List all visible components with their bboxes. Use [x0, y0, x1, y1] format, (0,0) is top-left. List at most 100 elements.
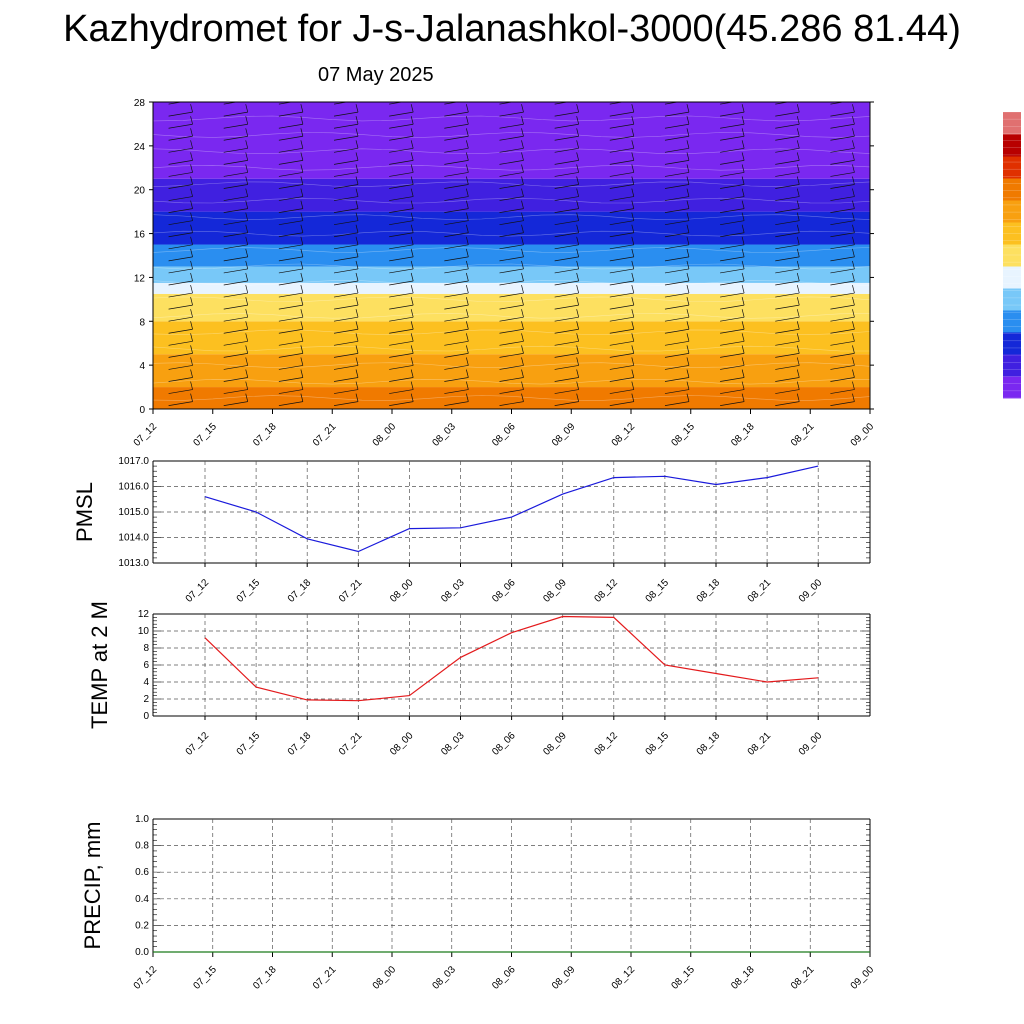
- wind-barb-staff: [609, 147, 634, 153]
- wind-barb-flag: [522, 92, 524, 100]
- wind-barb-staff: [333, 232, 359, 238]
- wind-barb-flag: [796, 224, 800, 233]
- wind-barb-staff: [720, 316, 745, 322]
- wind-barb-staff: [223, 172, 248, 177]
- wind-barb: [554, 212, 579, 226]
- wind-barb-staff: [775, 268, 800, 274]
- wind-barb: [333, 140, 359, 153]
- wind-barb: [499, 357, 524, 370]
- wind-barb: [389, 152, 414, 165]
- wind-barb-staff: [609, 389, 634, 394]
- wind-barb-flag: [576, 248, 579, 257]
- wind-barb-staff: [830, 135, 855, 141]
- wind-barb-staff: [444, 316, 469, 322]
- contour-line: [153, 345, 870, 352]
- wind-barb-flag: [246, 92, 248, 100]
- wind-barb-flag: [300, 164, 304, 173]
- wind-barb-staff: [499, 316, 524, 322]
- wind-barb-staff: [499, 208, 524, 213]
- wind-barb: [389, 248, 414, 262]
- wind-barb-flag: [355, 393, 359, 402]
- wind-barb-staff: [720, 184, 745, 189]
- y-tick-label: 28: [134, 98, 146, 109]
- wind-barb-flag: [631, 200, 635, 209]
- wind-barb-flag: [190, 116, 193, 125]
- wind-barb-staff: [664, 365, 690, 370]
- wind-barb-staff: [389, 111, 414, 117]
- wind-barb: [278, 104, 304, 117]
- wind-barb-staff: [389, 304, 414, 310]
- wind-barb: [775, 357, 800, 370]
- wind-barb: [168, 128, 193, 141]
- y-tick-label: 24: [134, 142, 146, 153]
- wind-barb: [554, 321, 579, 334]
- wind-barb-flag: [245, 104, 249, 113]
- wind-barb-staff: [609, 232, 634, 238]
- wind-barb-flag: [852, 92, 854, 100]
- wind-barb-staff: [554, 232, 579, 238]
- wind-barb-flag: [796, 200, 800, 209]
- wind-barb: [830, 200, 855, 213]
- wind-barb-staff: [720, 135, 745, 141]
- wind-barb: [278, 272, 304, 286]
- wind-barb-flag: [521, 248, 524, 257]
- wind-barb: [499, 224, 524, 238]
- wind-barb-flag: [852, 188, 855, 197]
- wind-barb-flag: [741, 260, 745, 270]
- wind-barb-flag: [300, 188, 304, 197]
- wind-barb-flag: [521, 309, 524, 318]
- wind-barb-staff: [609, 123, 634, 129]
- colorbar-segment: [1003, 266, 1021, 289]
- wind-barb-staff: [554, 304, 579, 310]
- y-tick-label: 0: [139, 405, 145, 416]
- wind-barb: [609, 248, 635, 262]
- wind-barb-staff: [830, 377, 855, 382]
- x-tick-label: 08_03: [439, 730, 467, 758]
- wind-barb-staff: [168, 147, 193, 153]
- wind-barb-staff: [720, 389, 745, 394]
- wind-barb-flag: [190, 104, 193, 113]
- wind-barb-staff: [554, 328, 579, 334]
- wind-barb-flag: [300, 321, 304, 330]
- wind-barb-staff: [444, 340, 469, 346]
- wind-barb: [223, 200, 249, 213]
- wind-barb-staff: [223, 340, 248, 346]
- wind-barb-staff: [333, 304, 359, 310]
- wind-barb: [609, 381, 635, 394]
- colorbar-segment: [1003, 134, 1021, 157]
- wind-barb-flag: [245, 381, 249, 390]
- wind-barb-flag: [355, 176, 359, 185]
- wind-barb-flag: [245, 188, 249, 197]
- wind-barb: [389, 212, 414, 226]
- contour-line: [153, 263, 870, 270]
- contour-line: [153, 132, 870, 138]
- y-tick-label: 20: [134, 186, 146, 197]
- wind-barb: [554, 188, 579, 201]
- wind-barb: [389, 272, 414, 286]
- wind-barb-staff: [223, 147, 248, 153]
- wind-barb: [775, 248, 800, 262]
- wind-barb-flag: [741, 212, 745, 221]
- wind-barb-flag: [852, 393, 855, 402]
- wind-barb: [278, 224, 304, 238]
- wind-barb: [499, 128, 524, 141]
- wind-barb-flag: [300, 236, 304, 245]
- wind-barb-flag: [631, 309, 635, 318]
- wind-barb: [168, 188, 193, 201]
- wind-barb: [609, 297, 635, 310]
- x-tick-label: 08_15: [669, 421, 697, 449]
- wind-barb-flag: [355, 188, 359, 197]
- wind-barb-flag: [245, 345, 249, 354]
- wind-barb: [830, 140, 855, 153]
- wind-barb-flag: [245, 369, 249, 378]
- wind-barb-flag: [411, 92, 413, 100]
- wind-barb-staff: [223, 160, 248, 165]
- wind-barb: [775, 224, 800, 238]
- wind-barb: [720, 224, 745, 238]
- wind-barb-staff: [720, 377, 745, 382]
- wind-barb: [609, 116, 635, 129]
- wind-barb: [609, 140, 635, 153]
- wind-barb: [775, 345, 800, 358]
- wind-barb-flag: [631, 212, 635, 221]
- wind-barb-staff: [333, 160, 359, 165]
